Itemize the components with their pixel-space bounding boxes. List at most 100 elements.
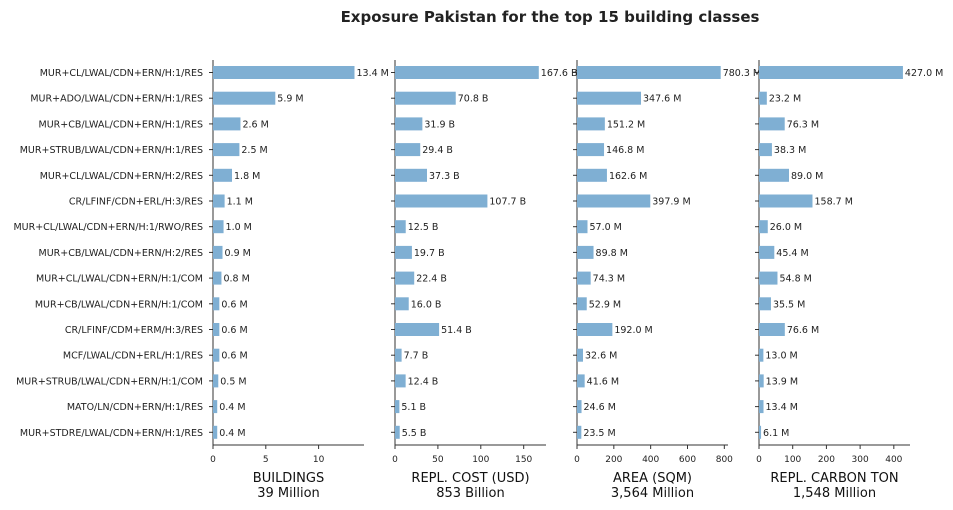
x-tick-label: 200 xyxy=(605,455,622,465)
bar xyxy=(577,297,587,311)
x-tick-label: 200 xyxy=(818,455,835,465)
panel-4: 0 100 200 300 400 427.0 M 23.2 M 76.3 M 38.3 M 89… xyxy=(755,60,943,501)
data-label: 51.4 B xyxy=(441,325,472,336)
x-tick-label: 800 xyxy=(716,455,733,465)
category-label: MUR+STRUB/LWAL/CDN+ERN/H:1/RES xyxy=(20,145,203,156)
data-label: 57.0 M xyxy=(589,222,621,233)
x-axis-label: REPL. COST (USD) xyxy=(411,471,529,486)
bar xyxy=(577,348,584,362)
bar xyxy=(577,66,721,79)
data-label: 74.3 M xyxy=(593,274,625,285)
data-label: 6.1 M xyxy=(763,428,789,439)
bar xyxy=(213,400,218,414)
panel-total: 39 Million xyxy=(257,486,320,501)
category-labels: MUR+CL/LWAL/CDN+ERN/H:1/RES MUR+ADO/LWAL/… xyxy=(13,68,203,439)
data-label: 41.6 M xyxy=(587,376,619,387)
bar xyxy=(213,348,220,362)
bar xyxy=(577,245,594,259)
data-label: 162.6 M xyxy=(609,171,647,182)
x-tick-label: 0 xyxy=(756,455,762,465)
bar xyxy=(213,117,241,131)
data-label: 32.6 M xyxy=(585,351,617,362)
data-label: 26.0 M xyxy=(770,222,802,233)
x-tick-label: 100 xyxy=(472,455,489,465)
data-label: 0.8 M xyxy=(223,274,249,285)
data-label: 12.4 B xyxy=(408,376,439,387)
bar xyxy=(213,425,218,439)
panel-total: 1,548 Million xyxy=(793,486,876,501)
chart-panels: 0 5 10 13.4 M 5.9 M 2.6 M 2.5 M 1.8 M 1.1 M 1.0 M… xyxy=(209,60,943,501)
bar xyxy=(395,220,406,234)
data-label: 22.4 B xyxy=(416,274,447,285)
category-label: MUR+CB/LWAL/CDN+ERN/H:1/COM xyxy=(35,299,203,310)
data-label: 107.7 B xyxy=(489,197,526,208)
bar xyxy=(395,323,440,336)
bar xyxy=(213,66,355,79)
data-label: 13.0 M xyxy=(765,351,797,362)
bar xyxy=(213,168,233,182)
data-label: 2.6 M xyxy=(242,119,268,130)
data-label: 0.9 M xyxy=(225,248,251,259)
category-label: MUR+ADO/LWAL/CDN+ERN/H:1/RES xyxy=(30,94,203,105)
data-label: 427.0 M xyxy=(905,68,943,79)
data-label: 54.8 M xyxy=(779,274,811,285)
data-label: 158.7 M xyxy=(814,197,852,208)
bar xyxy=(759,323,785,336)
bar xyxy=(213,245,223,259)
x-tick-label: 300 xyxy=(852,455,869,465)
x-tick-label: 0 xyxy=(210,455,216,465)
bar xyxy=(759,271,778,285)
category-label: MUR+CL/LWAL/CDN+ERN/H:2/RES xyxy=(40,171,203,182)
category-label: MCF/LWAL/CDN+ERL/H:1/RES xyxy=(63,351,203,362)
bar xyxy=(395,117,423,131)
bar xyxy=(759,425,762,439)
data-label: 0.6 M xyxy=(221,351,247,362)
data-label: 35.5 M xyxy=(773,299,805,310)
bar xyxy=(577,168,607,182)
panel-3: 0 200 400 600 800 780.3 M 347.6 M 151.2 M 146.8 … xyxy=(573,60,761,501)
category-label: MUR+CB/LWAL/CDN+ERN/H:1/RES xyxy=(39,119,204,130)
data-label: 76.3 M xyxy=(787,119,819,130)
data-label: 347.6 M xyxy=(643,94,681,105)
bar xyxy=(759,348,764,362)
bar xyxy=(395,245,412,259)
data-label: 7.7 B xyxy=(404,351,429,362)
bar xyxy=(395,143,421,157)
bar xyxy=(577,91,642,105)
data-label: 89.8 M xyxy=(596,248,628,259)
data-label: 45.4 M xyxy=(776,248,808,259)
bar xyxy=(577,117,605,131)
data-label: 13.9 M xyxy=(766,376,798,387)
data-label: 1.1 M xyxy=(227,197,253,208)
category-label: MUR+STRUB/LWAL/CDN+ERN/H:1/COM xyxy=(16,376,203,387)
bar xyxy=(395,400,400,414)
bar xyxy=(395,425,400,439)
data-label: 70.8 B xyxy=(458,94,489,105)
bar xyxy=(759,168,789,182)
x-tick-label: 400 xyxy=(885,455,902,465)
panel-total: 853 Billion xyxy=(436,486,505,501)
data-label: 13.4 M xyxy=(356,68,388,79)
bar xyxy=(577,220,588,234)
bar xyxy=(395,297,409,311)
bar xyxy=(577,323,613,336)
data-label: 5.9 M xyxy=(277,94,303,105)
bar xyxy=(759,245,775,259)
data-label: 2.5 M xyxy=(241,145,267,156)
bar xyxy=(759,220,768,234)
bar xyxy=(213,220,224,234)
category-label: MUR+CL/LWAL/CDN+ERN/H:1/RES xyxy=(40,68,203,79)
bar xyxy=(577,143,605,157)
data-label: 167.6 B xyxy=(541,68,578,79)
x-tick-label: 0 xyxy=(392,455,398,465)
bar xyxy=(577,194,651,208)
x-tick-label: 0 xyxy=(574,455,580,465)
data-label: 12.5 B xyxy=(408,222,439,233)
bar xyxy=(395,348,402,362)
data-label: 24.6 M xyxy=(584,402,616,413)
data-label: 29.4 B xyxy=(422,145,453,156)
data-label: 16.0 B xyxy=(411,299,442,310)
category-label: MUR+CL/LWAL/CDN+ERN/H:1/COM xyxy=(36,274,203,285)
panel-total: 3,564 Million xyxy=(611,486,694,501)
data-label: 13.4 M xyxy=(766,402,798,413)
